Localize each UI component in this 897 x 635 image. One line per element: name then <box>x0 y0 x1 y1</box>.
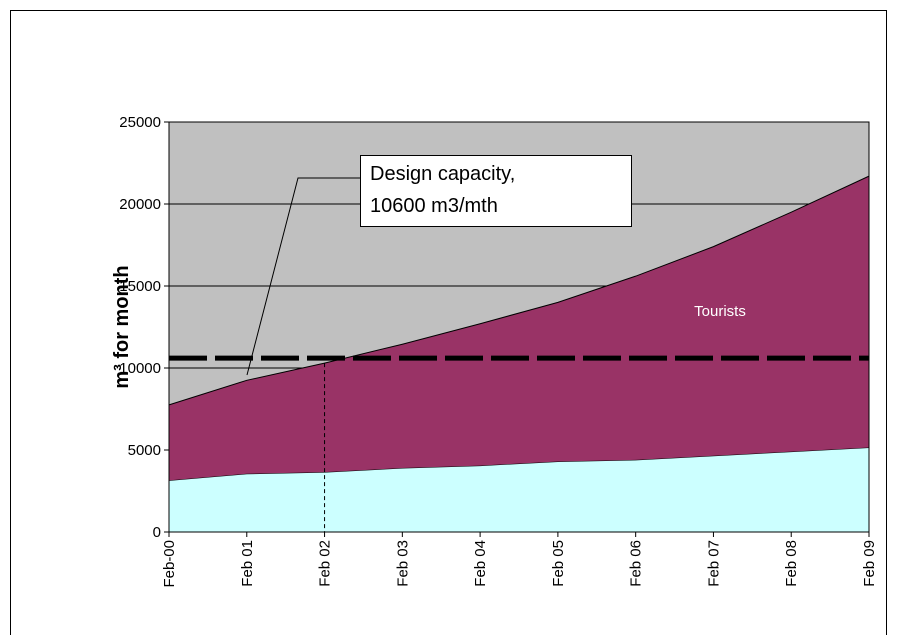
series-label: Tourists <box>694 303 746 320</box>
y-tick-label: 25000 <box>119 114 161 131</box>
x-tick-label: Feb 05 <box>550 540 567 587</box>
y-tick-label: 20000 <box>119 196 161 213</box>
y-tick-label: 5000 <box>128 442 161 459</box>
callout-box <box>360 155 632 227</box>
x-tick-label: Feb-00 <box>161 540 178 588</box>
y-tick-label: 15000 <box>119 278 161 295</box>
x-tick-label: Feb 06 <box>628 540 645 587</box>
area <box>169 447 869 532</box>
x-tick-label: Feb 03 <box>394 540 411 587</box>
callout-text: Design capacity, <box>370 163 515 185</box>
x-tick-label: Feb 08 <box>783 540 800 587</box>
x-tick-label: Feb 07 <box>705 540 722 587</box>
x-tick-label: Feb 04 <box>472 540 489 587</box>
x-tick-label: Feb 09 <box>861 540 878 587</box>
x-tick-label: Feb 01 <box>239 540 256 587</box>
x-tick-label: Feb 02 <box>317 540 334 587</box>
area-edge <box>168 175 870 406</box>
callout-text: 10600 m3/mth <box>370 195 498 217</box>
plot-border <box>168 121 870 533</box>
callout-leader <box>246 177 360 376</box>
area <box>169 176 869 481</box>
y-axis-label: m³ for month <box>111 265 133 388</box>
y-tick-label: 10000 <box>119 360 161 377</box>
y-tick-label: 0 <box>153 524 161 541</box>
